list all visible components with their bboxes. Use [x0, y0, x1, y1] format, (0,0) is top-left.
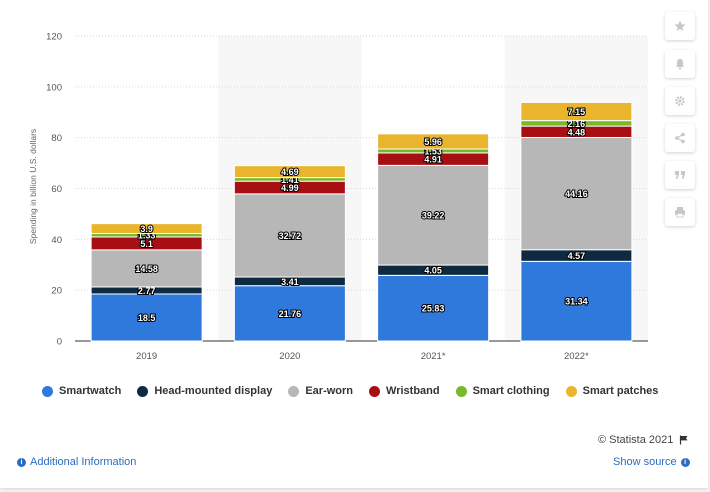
data-label: 3.41	[281, 277, 299, 287]
data-label: 2.77	[138, 286, 156, 296]
legend-item[interactable]: Smartwatch	[42, 385, 121, 397]
bell-icon	[675, 59, 685, 70]
data-label: 18.5	[138, 313, 156, 323]
bar-segment	[90, 223, 203, 235]
legend-swatch	[455, 385, 467, 397]
star-icon	[674, 20, 686, 31]
y-axis-label: Spending in billion U.S. dollars	[28, 129, 38, 244]
legend-swatch	[288, 385, 300, 397]
data-label: 4.69	[281, 167, 299, 177]
y-tick-label: 20	[51, 286, 62, 297]
y-tick-label: 60	[51, 184, 62, 195]
data-label: 5.1	[140, 239, 153, 249]
data-label: 5.96	[424, 137, 442, 147]
print-button[interactable]	[665, 198, 695, 226]
bar-segment	[90, 293, 203, 342]
y-tick-label: 0	[57, 337, 62, 348]
data-label: 31.34	[565, 297, 588, 307]
y-tick-label: 120	[46, 32, 62, 43]
bar-segment	[377, 274, 490, 342]
legend-item[interactable]: Ear-worn	[288, 385, 353, 397]
data-label: 21.76	[279, 309, 302, 319]
bar-segment	[90, 249, 203, 288]
y-tick-label: 80	[51, 133, 62, 144]
legend-label: Smart clothing	[472, 385, 550, 397]
legend-label: Ear-worn	[305, 385, 354, 397]
legend-label: Wristband	[386, 385, 440, 397]
legend-swatch	[42, 385, 53, 397]
data-label: 7.15	[568, 107, 586, 117]
legend-label: Head-mounted display	[154, 385, 273, 397]
flag-icon[interactable]	[679, 435, 689, 445]
settings-button[interactable]	[665, 87, 695, 115]
show-source-label: Show source	[613, 456, 677, 468]
legend-item[interactable]: Head-mounted display	[137, 385, 272, 397]
data-label: 14.58	[135, 264, 158, 274]
favorite-button[interactable]	[665, 12, 695, 40]
data-label: 4.48	[568, 127, 586, 137]
additional-information-link[interactable]: i Additional Information	[17, 456, 136, 468]
show-source-link[interactable]: Show source i	[613, 456, 690, 468]
legend-item[interactable]: Wristband	[369, 385, 440, 397]
copyright: © Statista 2021	[598, 434, 689, 446]
chart-legend: Smartwatch Head-mounted display Ear-worn Wr…	[42, 384, 674, 398]
legend-label: Smartwatch	[59, 385, 122, 397]
share-button[interactable]	[665, 124, 695, 152]
x-tick-label: 2022*	[564, 351, 589, 362]
data-label: 4.05	[424, 266, 442, 276]
x-tick-label: 2021*	[421, 351, 446, 362]
legend-swatch	[137, 385, 149, 397]
x-tick-label: 2019	[136, 351, 157, 362]
legend-label: Smart patches	[582, 385, 659, 397]
legend-swatch	[565, 385, 577, 397]
y-tick-label: 40	[51, 235, 62, 246]
bar-segment	[520, 101, 633, 122]
data-label: 4.91	[424, 155, 442, 165]
info-icon: i	[17, 457, 26, 467]
stacked-bar-chart: 0 20 40 60 80 100 120 Spending in billion U.S. …	[28, 32, 648, 362]
bar-segment	[520, 136, 633, 251]
legend-item[interactable]: Smart patches	[565, 385, 659, 397]
data-label: 44.16	[565, 189, 588, 199]
copyright-text: © Statista 2021	[598, 434, 674, 446]
cite-button[interactable]	[665, 161, 695, 189]
data-label: 4.57	[568, 251, 586, 261]
legend-swatch	[369, 385, 381, 397]
legend-item[interactable]: Smart clothing	[455, 385, 550, 397]
data-label: 4.99	[281, 183, 299, 193]
y-tick-label: 100	[46, 82, 62, 93]
data-label: 3.9	[140, 224, 153, 234]
data-label: 25.83	[422, 304, 445, 314]
x-tick-label: 2020	[279, 351, 300, 362]
print-icon	[675, 207, 685, 218]
info-icon: i	[680, 457, 690, 467]
data-label: 32.72	[279, 231, 302, 241]
quote-icon	[675, 171, 685, 179]
data-label: 39.22	[422, 211, 445, 221]
bar-segment	[520, 260, 633, 342]
share-icon	[675, 132, 685, 144]
notification-button[interactable]	[665, 50, 695, 78]
bar-segment	[377, 133, 490, 150]
gear-icon	[675, 96, 685, 106]
bar-segment	[233, 165, 346, 179]
additional-information-label: Additional Information	[30, 456, 137, 468]
bar-segment	[233, 193, 346, 278]
